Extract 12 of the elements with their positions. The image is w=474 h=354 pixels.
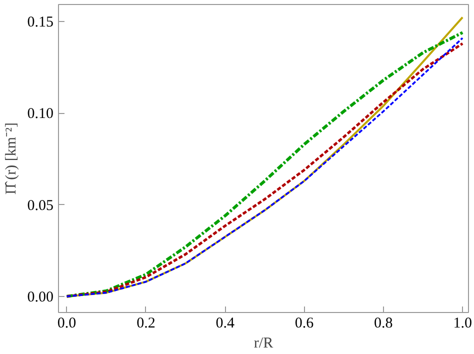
y-axis-title: Π̂ (r) [km⁻²] (3, 122, 20, 194)
x-tick-label: 0.0 (57, 316, 76, 332)
y-tick-label: 0.15 (27, 14, 54, 31)
y-tick-label: 0.10 (27, 106, 54, 122)
x-tick-label: 0.6 (294, 316, 314, 332)
x-tick-label: 0.8 (374, 316, 393, 332)
x-axis-title: r/R (254, 336, 274, 352)
x-tick-label: 0.4 (216, 316, 235, 332)
y-tick-label: 0.00 (27, 289, 54, 306)
x-tick-label: 1.0 (453, 316, 472, 332)
x-tick-label: 0.2 (136, 316, 156, 332)
y-tick-label: 0.05 (27, 198, 54, 214)
